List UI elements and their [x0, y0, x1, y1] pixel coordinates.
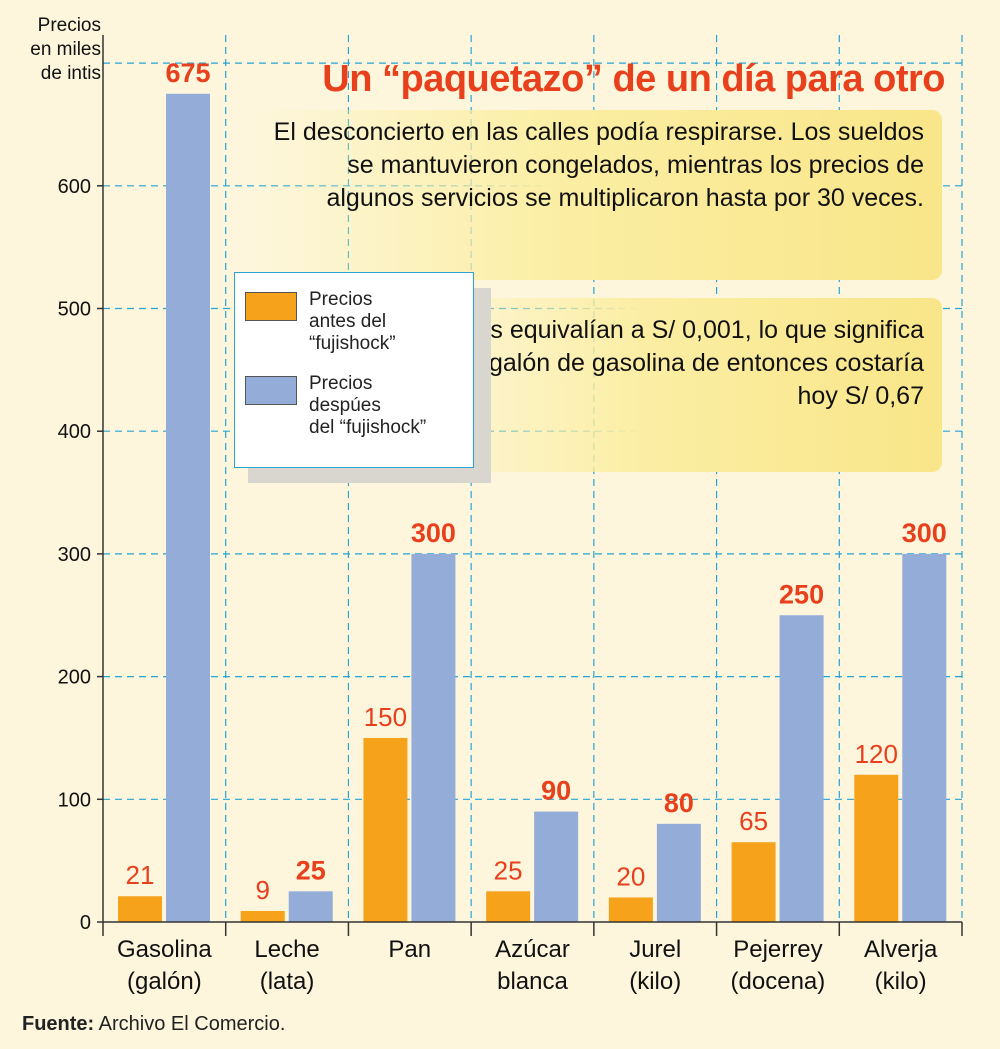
- data-label: 20: [616, 861, 645, 891]
- y-tick-label: 600: [58, 176, 91, 198]
- legend-label-line: del “fujishock”: [309, 417, 427, 438]
- data-label: 150: [364, 702, 407, 732]
- legend-swatch-after: [245, 376, 297, 405]
- data-label: 65: [739, 806, 768, 836]
- legend-swatch-before: [245, 292, 297, 321]
- x-tick-label: Pan: [388, 936, 431, 963]
- bar-before: [608, 897, 653, 922]
- x-tick-label: blanca: [497, 968, 568, 995]
- data-label: 250: [779, 579, 824, 609]
- chart-title: Un “paquetazo” de un día para otro: [322, 58, 945, 100]
- x-tick-label: (galón): [127, 968, 202, 995]
- bar-after: [779, 615, 824, 922]
- bar-after: [902, 553, 947, 922]
- x-tick-label: (lata): [260, 968, 315, 995]
- x-tick-label: Pejerrey: [733, 936, 822, 963]
- y-tick-label: 400: [58, 421, 91, 443]
- context-note: El desconcierto en las calles podía resp…: [252, 110, 942, 280]
- currency-note: Mil intis equivalían a S/ 0,001, lo que …: [402, 298, 942, 472]
- source-text: Archivo El Comercio.: [98, 1013, 286, 1035]
- bar-after: [166, 93, 210, 922]
- bar-before: [118, 896, 162, 922]
- bar-after: [656, 823, 701, 922]
- x-tick-label: (kilo): [875, 968, 927, 995]
- bar-before: [854, 774, 899, 922]
- y-tick-label: 300: [58, 544, 91, 566]
- bar-before: [240, 910, 285, 922]
- bar-after: [288, 891, 333, 922]
- x-tick-label: Gasolina: [117, 936, 212, 963]
- bar-after: [534, 811, 579, 922]
- bar-before: [486, 891, 531, 922]
- data-label: 120: [855, 739, 898, 769]
- legend-label-line: antes del: [309, 311, 387, 332]
- legend-label-line: despúes: [309, 395, 381, 416]
- legend-item-after: Precios despúes del “fujishock”: [245, 373, 426, 439]
- data-label: 300: [411, 518, 456, 548]
- y-axis-title: Precios en miles de intis: [6, 14, 101, 86]
- bar-before: [363, 737, 408, 922]
- bar-before: [731, 842, 776, 922]
- data-label: 675: [165, 58, 210, 88]
- legend-label-before: Precios antes del “fujishock”: [309, 289, 396, 355]
- bar-after: [411, 553, 456, 922]
- y-axis-title-line: en miles: [30, 39, 101, 60]
- legend-item-before: Precios antes del “fujishock”: [245, 289, 396, 355]
- legend-label-after: Precios despúes del “fujishock”: [309, 373, 426, 439]
- x-tick-label: (kilo): [629, 968, 681, 995]
- y-tick-label: 200: [58, 667, 91, 689]
- x-tick-label: Jurel: [629, 936, 681, 963]
- legend-label-line: “fujishock”: [309, 333, 396, 354]
- data-label: 90: [541, 776, 571, 806]
- x-tick-label: Alverja: [864, 936, 938, 963]
- data-label: 80: [664, 788, 694, 818]
- source-note: Fuente: Archivo El Comercio.: [22, 1013, 285, 1036]
- y-tick-label: 500: [58, 299, 91, 321]
- y-axis-title-line: Precios: [37, 15, 101, 36]
- legend: Precios antes del “fujishock” Precios de…: [234, 272, 474, 468]
- legend-label-line: Precios: [309, 289, 373, 310]
- y-axis-title-line: de intis: [40, 63, 101, 84]
- data-label: 9: [255, 875, 269, 905]
- data-label: 25: [296, 855, 326, 885]
- data-label: 21: [126, 860, 155, 890]
- data-label: 300: [902, 518, 947, 548]
- data-label: 25: [494, 855, 523, 885]
- legend-label-line: Precios: [309, 373, 373, 394]
- source-label: Fuente:: [22, 1013, 95, 1035]
- x-tick-label: (docena): [731, 968, 826, 995]
- y-tick-label: 0: [80, 912, 91, 934]
- x-tick-label: Azúcar: [495, 936, 570, 963]
- x-tick-label: Leche: [254, 936, 319, 963]
- y-tick-label: 100: [58, 789, 91, 811]
